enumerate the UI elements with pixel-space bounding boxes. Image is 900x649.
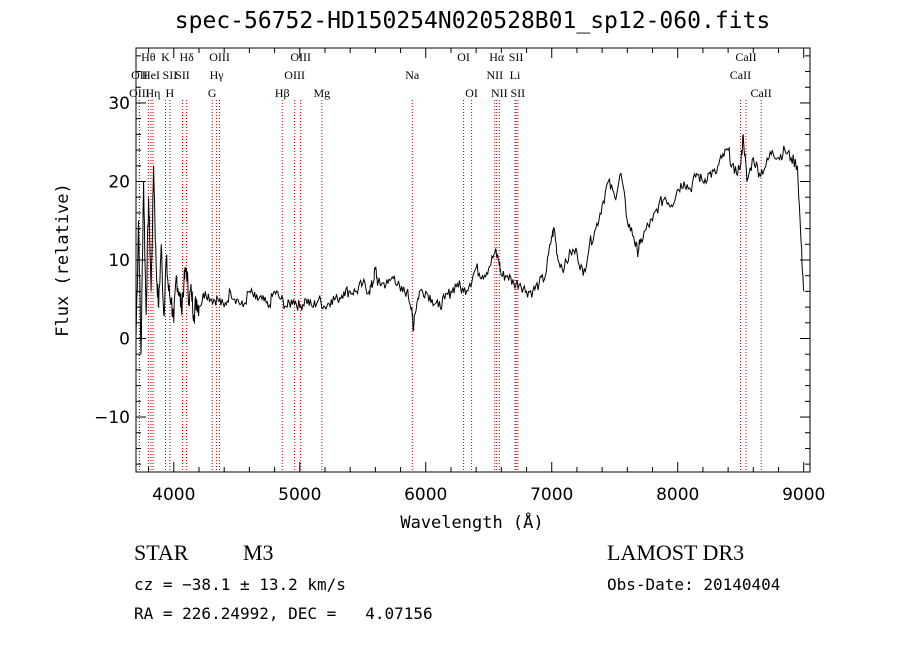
spectral-line-label: HeI (142, 68, 160, 82)
spectral-line-label: G (208, 86, 217, 100)
spectral-line-label: Hδ (179, 50, 194, 64)
survey-name: LAMOST DR3 (607, 540, 745, 565)
plot-frame (135, 47, 811, 473)
y-tick-label: 10 (108, 251, 130, 271)
x-axis-label: Wavelength (Å) (400, 511, 543, 533)
spectral-line-label: Na (405, 68, 420, 82)
y-tick-label: 0 (119, 330, 130, 350)
spectral-line-label: SII (509, 50, 524, 64)
spectral-line-label: Hα (489, 50, 505, 64)
y-tick-label: 30 (108, 94, 130, 114)
spectral-line-label: OIII (209, 50, 230, 64)
y-tick-label: 20 (108, 172, 130, 192)
x-tick-label: 5000 (278, 485, 321, 505)
spectral-lines-layer: HθOIIOIIIHeIHηKSIIHHδSIIOIIIHγGOIIIOIIIH… (129, 50, 772, 472)
chart-title: spec-56752-HD150254N020528B01_sp12-060.f… (174, 8, 771, 34)
spectral-line-label: NII (486, 68, 503, 82)
spectral-line-label: NII (491, 86, 508, 100)
x-tick-label: 6000 (404, 485, 447, 505)
spectral-line-label: SII (175, 68, 190, 82)
spectral-line-label: K (161, 50, 170, 64)
series-line-spectrum (135, 134, 805, 355)
spectral-line-label: OI (465, 86, 478, 100)
spectral-line-label: Hθ (141, 50, 156, 64)
x-tick-label: 4000 (152, 485, 195, 505)
spectral-line-label: Mg (313, 86, 330, 100)
spectral-line-label: H (166, 86, 175, 100)
spectral-line-label: Li (510, 68, 521, 82)
spectral-line-label: CaII (735, 50, 756, 64)
x-tick-label: 9000 (782, 485, 825, 505)
ticks-layer: 4000 5000 6000 7000 8000 9000 −10 0 10 20 30 (94, 48, 825, 505)
x-tick-label: 8000 (656, 485, 699, 505)
y-tick-label: −10 (94, 408, 130, 428)
spectral-line-label: Hη (146, 86, 161, 100)
spectral-line-label: Hγ (210, 68, 225, 82)
spectral-line-label: OIII (290, 50, 311, 64)
obs-date: Obs-Date: 20140404 (607, 575, 781, 594)
spectral-line-label: OIII (284, 68, 305, 82)
x-tick-label: 7000 (530, 485, 573, 505)
spectral-line-label: SII (163, 68, 178, 82)
spectral-line-label: OIII (129, 86, 150, 100)
series-layer (135, 134, 805, 355)
object-subclass: M3 (243, 540, 274, 565)
spectral-line-label: CaII (730, 68, 751, 82)
redshift-cz: cz = −38.1 ± 13.2 km/s (134, 575, 346, 594)
y-axis-label: Flux (relative) (53, 183, 73, 337)
spectral-line-label: OI (457, 50, 470, 64)
spectral-line-label: SII (511, 86, 526, 100)
spectral-line-label: CaII (750, 86, 771, 100)
spectral-line-label: OII (131, 68, 148, 82)
ra-dec: RA = 226.24992, DEC = 4.07156 (134, 604, 433, 623)
object-class: STAR (134, 540, 189, 565)
spectral-line-label: Hβ (275, 86, 290, 100)
